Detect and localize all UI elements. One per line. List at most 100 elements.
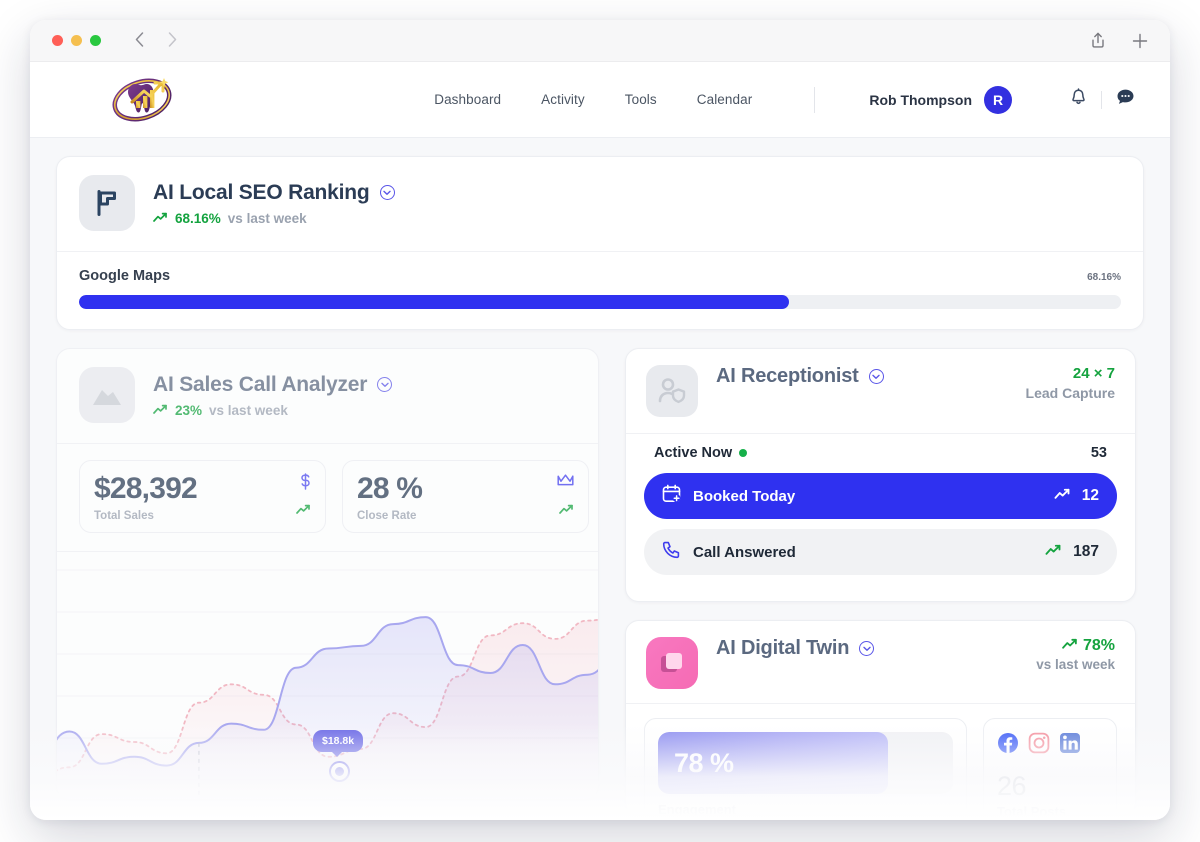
trend-up-icon (1045, 543, 1062, 561)
booked-today-label: Booked Today (693, 487, 796, 505)
main-navigation: Dashboard Activity Tools Calendar Rob Th… (434, 85, 1135, 114)
call-answered-label: Call Answered (693, 543, 796, 561)
left-column: AI Sales Call Analyzer 23% vs la (56, 348, 599, 816)
sales-stat-tiles: $28,392 Total Sales 28 % Close Rate (57, 444, 598, 552)
crown-icon (557, 473, 574, 492)
receptionist-badge-group: 24 × 7 Lead Capture (1026, 365, 1115, 401)
twin-card-title: AI Digital Twin (716, 637, 850, 659)
nav-item-dashboard[interactable]: Dashboard (434, 92, 502, 107)
avatar[interactable]: R (984, 85, 1012, 114)
twin-titles: AI Digital Twin (716, 637, 875, 660)
right-column: AI Receptionist 24 × 7 Lead Capture (625, 348, 1136, 816)
google-maps-progress: Google Maps 68.16% (57, 252, 1143, 329)
chart-canvas (57, 569, 598, 799)
user-menu[interactable]: Rob Thompson R (869, 85, 1012, 114)
stat-value: $28,392 (94, 472, 198, 505)
call-answered-row[interactable]: Call Answered 187 (644, 529, 1117, 575)
nav-divider (814, 86, 816, 113)
ai-receptionist-card: AI Receptionist 24 × 7 Lead Capture (625, 348, 1136, 602)
chat-bubble-icon[interactable] (1116, 88, 1135, 111)
active-now-value: 53 (1090, 445, 1107, 461)
ai-digital-twin-card: AI Digital Twin 78% (625, 620, 1136, 816)
receptionist-card-body: Active Now 53 Booked Today (626, 434, 1135, 601)
app-header: Dashboard Activity Tools Calendar Rob Th… (30, 62, 1170, 138)
minimize-window-button[interactable] (71, 35, 82, 46)
calendar-plus-icon (662, 484, 681, 508)
social-icons (997, 732, 1103, 759)
facebook-icon[interactable] (997, 732, 1019, 759)
engagement-track: 78 % (658, 732, 953, 794)
trend-up-icon (1062, 637, 1078, 655)
page-title: AI Local SEO Ranking (153, 180, 370, 204)
receptionist-badge: 24 × 7 (1072, 365, 1115, 382)
chart-marker-dot[interactable] (331, 763, 348, 780)
sales-delta-sub: vs last week (209, 402, 288, 418)
chevron-down-circle-icon[interactable] (377, 377, 393, 392)
twin-delta-group: 78% vs last week (1036, 637, 1115, 672)
active-now-row: Active Now 53 (644, 445, 1117, 473)
seo-delta-sub: vs last week (227, 210, 307, 226)
trend-up-icon (296, 502, 311, 520)
traffic-lights (52, 35, 101, 46)
instagram-icon[interactable] (1028, 732, 1050, 759)
chevron-down-circle-icon[interactable] (868, 369, 884, 384)
titlebar-actions (1090, 32, 1148, 49)
person-shield-icon (646, 365, 698, 417)
twin-delta-sub: vs last week (1036, 657, 1115, 672)
close-window-button[interactable] (52, 35, 63, 46)
progress-percent: 68.16% (1087, 272, 1121, 283)
progress-track (79, 295, 1121, 309)
twin-delta-value: 78% (1082, 637, 1115, 654)
seo-card-titles: AI Local SEO Ranking 68.16% vs last week (153, 181, 395, 226)
receptionist-card-header: AI Receptionist 24 × 7 Lead Capture (626, 349, 1135, 434)
chevron-down-circle-icon[interactable] (859, 641, 875, 656)
maximize-window-button[interactable] (90, 35, 101, 46)
chevron-down-circle-icon[interactable] (379, 185, 395, 200)
bell-icon[interactable] (1070, 88, 1087, 111)
sales-card-header: AI Sales Call Analyzer 23% vs la (57, 349, 598, 444)
seo-delta-value: 68.16% (175, 210, 221, 226)
stat-value: 28 % (357, 472, 423, 505)
sales-card-titles: AI Sales Call Analyzer 23% vs la (153, 372, 393, 418)
nav-item-tools[interactable]: Tools (624, 92, 657, 107)
forward-button[interactable] (168, 31, 177, 50)
share-icon[interactable] (1090, 32, 1106, 49)
linkedin-icon[interactable] (1059, 732, 1081, 759)
sales-delta-value: 23% (175, 402, 203, 418)
back-button[interactable] (135, 31, 144, 50)
twin-card-header: AI Digital Twin 78% (626, 621, 1135, 704)
engagement-percent: 78 % (674, 747, 734, 778)
booked-today-row[interactable]: Booked Today 12 (644, 473, 1117, 519)
plus-icon[interactable] (1132, 33, 1148, 49)
receptionist-badge-sub: Lead Capture (1025, 385, 1115, 401)
sales-card-title: AI Sales Call Analyzer (153, 372, 368, 396)
engagement-box: 78 % Engagement (644, 718, 967, 815)
flag-icon (79, 175, 135, 231)
active-now-label: Active Now (654, 445, 733, 461)
receptionist-card-title: AI Receptionist (716, 365, 859, 387)
sales-delta: 23% vs last week (153, 403, 392, 418)
stat-tile-total-sales[interactable]: $28,392 Total Sales (79, 460, 326, 533)
status-dot-online (739, 449, 748, 457)
layers-icon (646, 637, 698, 689)
dollar-icon (300, 473, 311, 495)
twin-card-body: 78 % Engagement (626, 704, 1135, 816)
stat-label: Total Sales (94, 509, 154, 522)
dashboard-page: AI Local SEO Ranking 68.16% vs last week (30, 138, 1170, 820)
total-posts-label: Total Posts (997, 804, 1067, 816)
call-answered-value: 187 (1073, 543, 1099, 560)
nav-item-activity[interactable]: Activity (541, 92, 585, 107)
progress-label: Google Maps (79, 268, 171, 284)
stat-tile-close-rate[interactable]: 28 % Close Rate (342, 460, 589, 533)
chart-tooltip: $18.8k (313, 730, 364, 757)
receptionist-titles: AI Receptionist (716, 365, 884, 388)
trend-up-icon (153, 403, 168, 418)
stat-label: Close Rate (357, 509, 417, 522)
trend-up-icon (559, 502, 574, 520)
social-posts-box: 26 Total Posts (983, 718, 1117, 816)
chart-image-icon (79, 367, 135, 423)
nav-item-calendar[interactable]: Calendar (696, 92, 753, 107)
brand-logo[interactable] (100, 72, 184, 128)
browser-window: Dashboard Activity Tools Calendar Rob Th… (30, 20, 1170, 820)
engagement-fill: 78 % (658, 732, 889, 794)
